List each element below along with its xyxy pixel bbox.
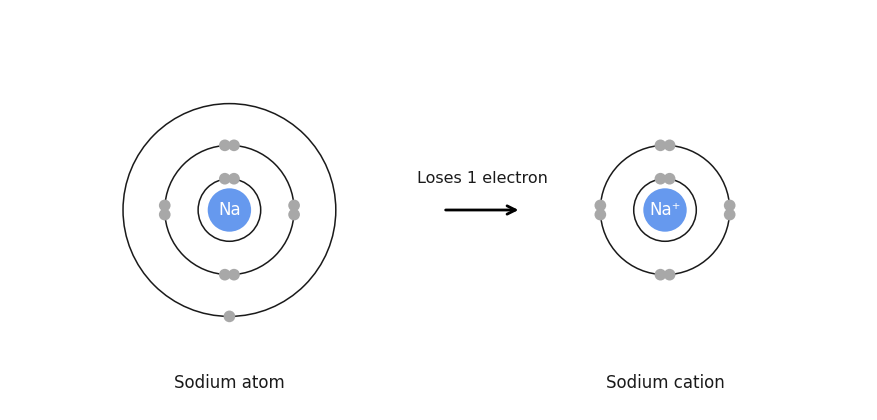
Circle shape bbox=[654, 139, 667, 151]
Circle shape bbox=[724, 209, 736, 221]
Circle shape bbox=[228, 269, 239, 281]
Circle shape bbox=[224, 310, 235, 322]
Circle shape bbox=[219, 269, 231, 281]
Circle shape bbox=[664, 139, 675, 151]
Circle shape bbox=[289, 200, 300, 211]
Circle shape bbox=[228, 173, 239, 184]
Circle shape bbox=[654, 173, 667, 184]
Text: Sodium atom: Sodium atom bbox=[174, 374, 285, 392]
Circle shape bbox=[595, 200, 606, 211]
Circle shape bbox=[228, 139, 239, 151]
Circle shape bbox=[219, 173, 231, 184]
Circle shape bbox=[159, 209, 171, 221]
Text: Sodium cation: Sodium cation bbox=[606, 374, 724, 392]
Circle shape bbox=[664, 173, 675, 184]
Text: Loses 1 electron: Loses 1 electron bbox=[417, 171, 547, 186]
Circle shape bbox=[654, 269, 667, 281]
Circle shape bbox=[289, 209, 300, 221]
Circle shape bbox=[219, 139, 231, 151]
Circle shape bbox=[724, 200, 736, 211]
Text: Na: Na bbox=[218, 201, 240, 219]
Circle shape bbox=[208, 188, 251, 232]
Circle shape bbox=[644, 188, 687, 232]
Circle shape bbox=[595, 209, 606, 221]
Circle shape bbox=[159, 200, 171, 211]
Text: Na⁺: Na⁺ bbox=[649, 201, 681, 219]
Circle shape bbox=[664, 269, 675, 281]
